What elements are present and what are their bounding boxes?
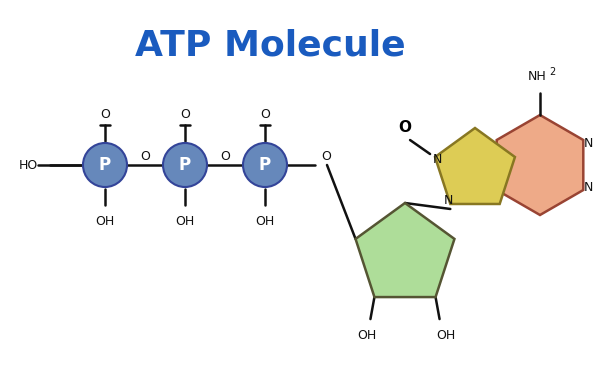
Text: O: O (100, 108, 110, 121)
Text: OH: OH (357, 329, 376, 342)
Text: N: N (584, 180, 593, 193)
Text: OH: OH (436, 329, 455, 342)
Polygon shape (435, 128, 515, 204)
Circle shape (83, 143, 127, 187)
Text: OH: OH (256, 215, 275, 228)
Text: O: O (260, 108, 270, 121)
Polygon shape (356, 203, 454, 297)
Circle shape (243, 143, 287, 187)
Text: 2: 2 (549, 67, 555, 77)
Text: O: O (321, 150, 331, 163)
Text: OH: OH (95, 215, 115, 228)
Text: HO: HO (19, 159, 38, 172)
Text: N: N (443, 194, 453, 207)
Text: P: P (259, 156, 271, 174)
Text: O: O (220, 150, 230, 163)
Text: O: O (180, 108, 190, 121)
Text: NH: NH (527, 70, 547, 83)
Text: P: P (179, 156, 191, 174)
Text: ATP Molecule: ATP Molecule (134, 28, 406, 62)
Text: N: N (584, 137, 593, 149)
Text: P: P (99, 156, 111, 174)
Text: O: O (398, 120, 412, 135)
Text: OH: OH (175, 215, 194, 228)
Circle shape (163, 143, 207, 187)
Text: N: N (433, 152, 442, 166)
Text: O: O (140, 150, 150, 163)
Polygon shape (497, 115, 583, 215)
